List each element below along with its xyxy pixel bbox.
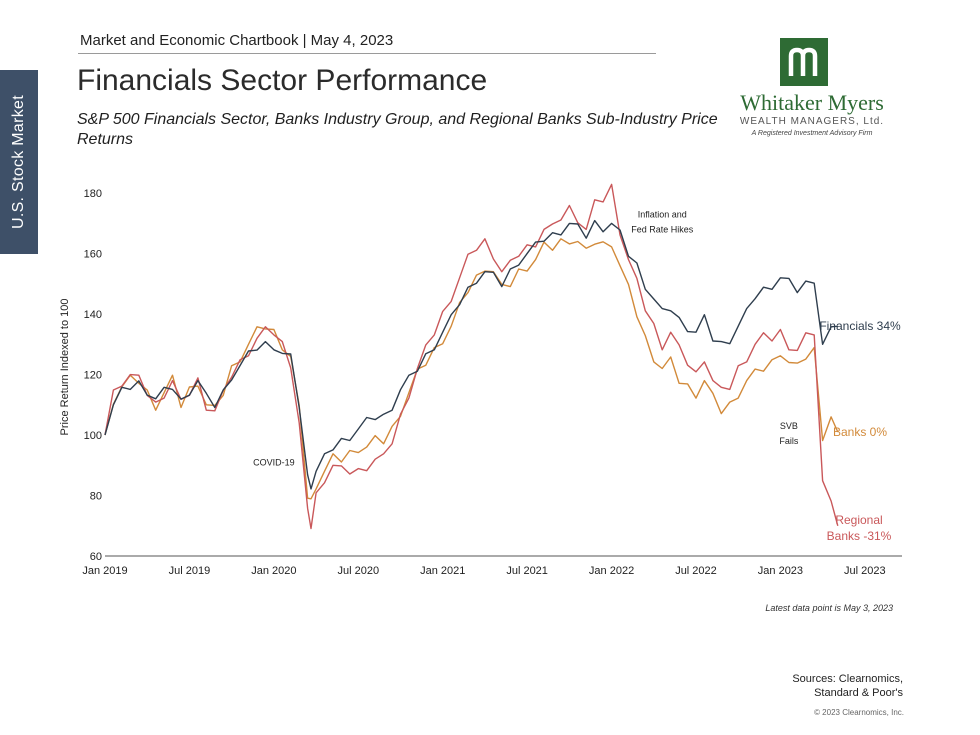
y-tick-label: 120 (84, 370, 102, 382)
section-tab[interactable]: U.S. Stock Market (0, 70, 38, 254)
chart-labels: Financials 34% Banks 0% Regional Banks -31%… (253, 209, 901, 542)
x-tick-label: Jul 2021 (506, 565, 548, 577)
sources: Sources: Clearnomics, Standard & Poor's (700, 672, 903, 700)
copyright: © 2023 Clearnomics, Inc. (814, 708, 904, 717)
x-tick-label: Jan 2019 (82, 565, 127, 577)
series-line-banks (104, 238, 839, 500)
page-title: Financials Sector Performance (77, 64, 488, 97)
chart-axes: 60 80 100 120 140 160 180 Jan 2019 Jul 2019 Jan 2… (59, 188, 902, 577)
chart-annotation: Fed Rate Hikes (631, 224, 694, 234)
page-subtitle: S&P 500 Financials Sector, Banks Industr… (77, 111, 718, 148)
sources-line-2: Standard & Poor's (814, 687, 903, 699)
chart-annotation: Fails (779, 436, 799, 446)
sources-line-1: Sources: Clearnomics, (792, 673, 903, 685)
y-tick-label: 180 (84, 188, 102, 200)
x-tick-label: Jul 2020 (337, 565, 379, 577)
x-tick-label: Jul 2023 (844, 565, 886, 577)
y-tick-label: 80 (90, 491, 102, 503)
chart-annotation: COVID-19 (253, 457, 295, 467)
header-divider (78, 53, 656, 54)
y-tick-label: 160 (84, 249, 102, 261)
logo-subtitle: WEALTH MANAGERS, Ltd. (739, 116, 885, 127)
logo-mark-icon (780, 38, 828, 86)
y-tick-label: 100 (84, 430, 102, 442)
end-label-banks: Banks 0% (833, 425, 887, 439)
chart-annotation: Inflation and (638, 209, 687, 219)
latest-data-note: Latest data point is May 3, 2023 (765, 603, 893, 613)
x-tick-label: Jan 2021 (420, 565, 465, 577)
end-label-regional-line1: Regional (835, 513, 882, 527)
x-tick-label: Jul 2019 (169, 565, 211, 577)
chartbook-header: Market and Economic Chartbook | May 4, 2… (80, 32, 394, 49)
end-label-financials: Financials 34% (819, 319, 901, 333)
chart-annotation: SVB (780, 421, 798, 431)
y-tick-label: 140 (84, 309, 102, 321)
logo-tagline: A Registered Investment Advisory Firm (751, 130, 873, 137)
chart-series (104, 183, 839, 530)
x-tick-label: Jul 2022 (675, 565, 717, 577)
x-tick-label: Jan 2022 (589, 565, 634, 577)
series-line-financials (104, 219, 838, 490)
end-label-regional-line2: Banks -31% (827, 529, 892, 543)
y-tick-label: 60 (90, 551, 102, 563)
x-tick-label: Jan 2023 (758, 565, 803, 577)
company-logo: Whitaker Myers WEALTH MANAGERS, Ltd. A R… (722, 36, 902, 144)
logo-mark-glyph (788, 47, 818, 76)
x-tick-label: Jan 2020 (251, 565, 296, 577)
y-axis-label: Price Return Indexed to 100 (59, 299, 71, 436)
logo-company-name: Whitaker Myers (740, 90, 884, 115)
series-line-regional-banks (104, 183, 839, 530)
